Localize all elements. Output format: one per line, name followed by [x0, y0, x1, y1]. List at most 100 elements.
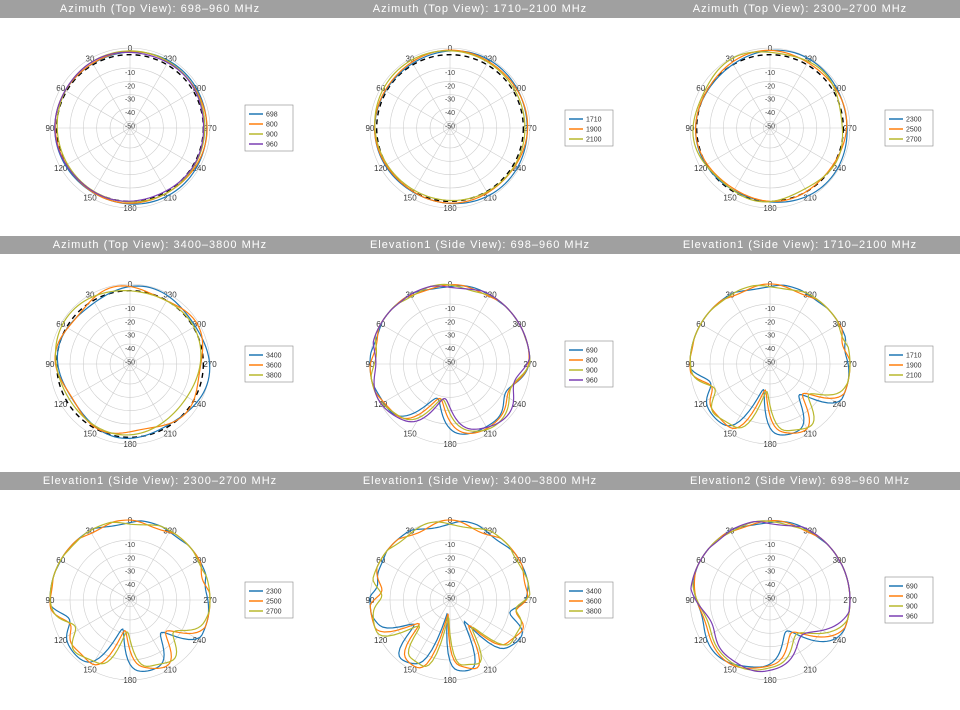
- svg-text:180: 180: [763, 440, 777, 449]
- svg-text:180: 180: [123, 676, 137, 685]
- polar-chart-panel: Elevation2 (Side View): 698–960 MHz03303…: [640, 472, 960, 708]
- svg-text:-10: -10: [765, 542, 775, 549]
- panel-title: Elevation1 (Side View): 2300–2700 MHz: [0, 472, 320, 490]
- svg-text:-50: -50: [125, 595, 135, 602]
- panel-title: Elevation2 (Side View): 698–960 MHz: [640, 472, 960, 490]
- svg-text:-50: -50: [765, 595, 775, 602]
- svg-text:240: 240: [833, 636, 847, 645]
- svg-text:-10: -10: [445, 542, 455, 549]
- svg-text:180: 180: [123, 204, 137, 213]
- svg-text:-20: -20: [765, 83, 775, 90]
- polar-chart-panel: Elevation1 (Side View): 3400–3800 MHz033…: [320, 472, 640, 708]
- svg-text:-40: -40: [125, 110, 135, 117]
- legend-label: 1710: [906, 353, 922, 360]
- svg-text:-10: -10: [125, 542, 135, 549]
- polar-chart: 0330300270240210180150120906030-10-20-30…: [640, 254, 960, 472]
- polar-chart: 0330300270240210180150120906030-10-20-30…: [0, 18, 320, 236]
- svg-text:-50: -50: [445, 595, 455, 602]
- panel-title: Elevation1 (Side View): 3400–3800 MHz: [320, 472, 640, 490]
- legend-label: 3600: [266, 363, 282, 370]
- svg-text:-10: -10: [445, 306, 455, 313]
- svg-text:-50: -50: [445, 359, 455, 366]
- svg-text:-20: -20: [445, 83, 455, 90]
- svg-text:-50: -50: [765, 123, 775, 130]
- svg-text:210: 210: [483, 429, 497, 438]
- legend-label: 960: [906, 614, 918, 621]
- polar-chart-panel: Elevation1 (Side View): 698–960 MHz03303…: [320, 236, 640, 472]
- svg-text:210: 210: [803, 665, 817, 674]
- legend-label: 3800: [586, 609, 602, 616]
- svg-text:180: 180: [443, 204, 457, 213]
- svg-text:-30: -30: [765, 97, 775, 104]
- legend-label: 2100: [906, 373, 922, 380]
- svg-text:-40: -40: [765, 346, 775, 353]
- svg-text:180: 180: [763, 204, 777, 213]
- legend-label: 2700: [266, 609, 282, 616]
- svg-text:-30: -30: [765, 569, 775, 576]
- legend-label: 960: [266, 142, 278, 149]
- svg-text:-40: -40: [765, 582, 775, 589]
- legend-label: 690: [586, 348, 598, 355]
- svg-text:180: 180: [443, 440, 457, 449]
- svg-text:-10: -10: [125, 306, 135, 313]
- svg-text:-30: -30: [125, 569, 135, 576]
- legend-label: 3600: [586, 599, 602, 606]
- svg-text:-20: -20: [445, 555, 455, 562]
- legend-label: 900: [906, 604, 918, 611]
- legend-label: 2500: [266, 599, 282, 606]
- svg-text:-10: -10: [765, 306, 775, 313]
- panel-title: Elevation1 (Side View): 1710–2100 MHz: [640, 236, 960, 254]
- legend-label: 900: [586, 368, 598, 375]
- svg-text:-30: -30: [445, 333, 455, 340]
- polar-chart-panel: Elevation1 (Side View): 2300–2700 MHz033…: [0, 472, 320, 708]
- legend-label: 3400: [266, 353, 282, 360]
- panel-title: Azimuth (Top View): 2300–2700 MHz: [640, 0, 960, 18]
- svg-text:180: 180: [443, 676, 457, 685]
- legend-label: 1900: [586, 127, 602, 134]
- svg-text:210: 210: [483, 665, 497, 674]
- svg-text:-20: -20: [125, 555, 135, 562]
- svg-text:-20: -20: [765, 555, 775, 562]
- svg-text:-50: -50: [445, 123, 455, 130]
- legend-label: 2700: [906, 137, 922, 144]
- polar-chart-panel: Azimuth (Top View): 698–960 MHz033030027…: [0, 0, 320, 236]
- svg-text:-40: -40: [125, 346, 135, 353]
- svg-text:-50: -50: [125, 123, 135, 130]
- legend-label: 2300: [906, 117, 922, 124]
- svg-text:-20: -20: [445, 319, 455, 326]
- panel-title: Azimuth (Top View): 1710–2100 MHz: [320, 0, 640, 18]
- svg-text:-10: -10: [765, 70, 775, 77]
- svg-text:-10: -10: [445, 70, 455, 77]
- svg-text:-30: -30: [445, 97, 455, 104]
- legend-label: 698: [266, 112, 278, 119]
- legend-label: 1900: [906, 363, 922, 370]
- panel-title: Azimuth (Top View): 698–960 MHz: [0, 0, 320, 18]
- svg-text:-10: -10: [125, 70, 135, 77]
- legend-label: 690: [906, 584, 918, 591]
- polar-chart-grid: Azimuth (Top View): 698–960 MHz033030027…: [0, 0, 960, 708]
- panel-title: Elevation1 (Side View): 698–960 MHz: [320, 236, 640, 254]
- polar-chart: 0330300270240210180150120906030-10-20-30…: [0, 490, 320, 708]
- svg-text:-30: -30: [125, 97, 135, 104]
- polar-chart-panel: Azimuth (Top View): 1710–2100 MHz0330300…: [320, 0, 640, 236]
- svg-text:-40: -40: [445, 110, 455, 117]
- svg-text:-30: -30: [445, 569, 455, 576]
- legend-label: 1710: [586, 117, 602, 124]
- svg-text:180: 180: [123, 440, 137, 449]
- polar-chart-panel: Azimuth (Top View): 3400–3800 MHz0330300…: [0, 236, 320, 472]
- svg-text:-20: -20: [125, 83, 135, 90]
- svg-text:240: 240: [513, 400, 527, 409]
- polar-chart: 0330300270240210180150120906030-10-20-30…: [640, 18, 960, 236]
- svg-text:180: 180: [763, 676, 777, 685]
- polar-chart: 0330300270240210180150120906030-10-20-30…: [640, 490, 960, 708]
- svg-text:-50: -50: [125, 359, 135, 366]
- svg-text:-40: -40: [445, 582, 455, 589]
- panel-title: Azimuth (Top View): 3400–3800 MHz: [0, 236, 320, 254]
- legend-label: 800: [266, 122, 278, 129]
- svg-text:0: 0: [128, 280, 133, 289]
- svg-text:-20: -20: [765, 319, 775, 326]
- legend-label: 3800: [266, 373, 282, 380]
- legend-label: 800: [906, 594, 918, 601]
- legend-label: 2300: [266, 589, 282, 596]
- legend-label: 960: [586, 378, 598, 385]
